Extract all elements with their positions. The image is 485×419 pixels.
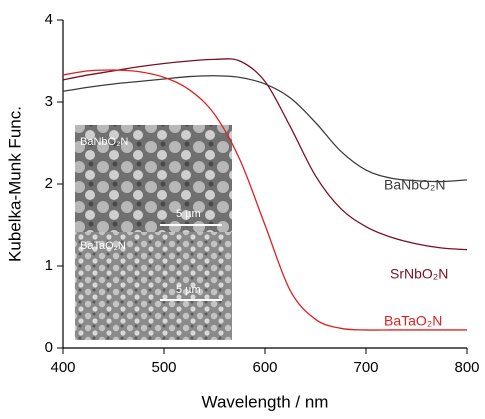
y-tick-label: 4 (45, 11, 53, 28)
inset-label: BaNbO₂N (80, 136, 128, 148)
series-label: SrNbO₂N (390, 266, 448, 282)
scale-label: 5 µm (176, 284, 201, 296)
inset-label: BaTaO₂N (80, 240, 126, 252)
scale-label: 5 µm (176, 208, 201, 220)
chart: BaNbO₂N 5 µm BaTaO₂N 5 µm Wavelength / n… (0, 0, 485, 414)
x-axis-label: Wavelength / nm (202, 392, 329, 411)
x-tick-label: 400 (50, 359, 75, 376)
x-tick-label: 500 (151, 359, 176, 376)
y-tick-label: 1 (45, 257, 53, 274)
y-tick-label: 0 (45, 339, 53, 356)
series-label: BaTaO₂N (384, 313, 442, 329)
series-label: BaNbO₂N (384, 177, 445, 193)
x-tick-label: 800 (454, 359, 479, 376)
x-tick-label: 600 (252, 359, 277, 376)
x-tick-label: 700 (353, 359, 378, 376)
y-axis-label: Kubelka-Munk Func. (5, 106, 24, 262)
y-tick-label: 3 (45, 93, 53, 110)
y-tick-label: 2 (45, 175, 53, 192)
inset-images: BaNbO₂N 5 µm BaTaO₂N 5 µm (75, 125, 232, 340)
